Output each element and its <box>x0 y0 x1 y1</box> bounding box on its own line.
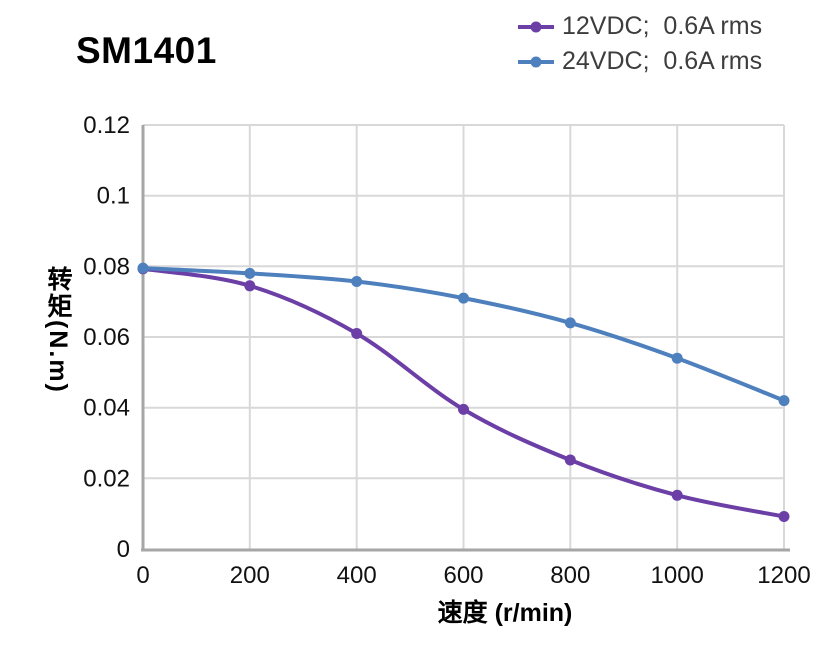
y-axis-title: 转矩(N.m) <box>44 266 72 394</box>
data-point-24vdc <box>671 352 683 364</box>
y-tick-label: 0 <box>117 536 130 563</box>
legend-marker-24vdc-icon <box>518 56 554 67</box>
chart-title: SM1401 <box>76 30 217 71</box>
data-point-24vdc <box>137 262 149 274</box>
y-tick-label: 0.08 <box>83 253 130 280</box>
x-tick-label: 400 <box>337 562 377 589</box>
data-point-24vdc <box>244 267 256 279</box>
data-point-12vdc <box>351 328 363 339</box>
data-point-12vdc <box>244 280 256 292</box>
data-point-24vdc <box>564 317 576 329</box>
x-tick-label: 1200 <box>757 562 810 589</box>
y-tick-label: 0.02 <box>83 465 130 492</box>
legend-item-24vdc: 24VDC; 0.6A rms <box>517 45 762 78</box>
legend-item-12vdc: 12VDC; 0.6A rms <box>517 10 762 43</box>
data-point-12vdc <box>671 489 683 501</box>
data-point-12vdc <box>778 511 790 522</box>
legend-label-24vdc: 24VDC; 0.6A rms <box>562 47 763 75</box>
x-tick-label: 200 <box>230 562 270 589</box>
data-point-12vdc <box>458 403 469 415</box>
data-point-12vdc <box>564 454 576 466</box>
y-tick-label: 0.12 <box>83 112 130 139</box>
y-tick-label: 0.04 <box>83 395 130 422</box>
legend: 12VDC; 0.6A rms 24VDC; 0.6A rms <box>517 10 762 78</box>
x-tick-label: 800 <box>550 562 590 589</box>
x-tick-label: 0 <box>136 562 149 589</box>
legend-marker-12vdc-icon <box>518 21 554 32</box>
data-point-24vdc <box>351 276 363 287</box>
data-point-24vdc <box>458 292 469 304</box>
y-tick-label: 0.06 <box>83 324 130 351</box>
x-tick-label: 1000 <box>651 562 704 589</box>
legend-label-12vdc: 12VDC; 0.6A rms <box>562 12 763 40</box>
x-axis-title: 速度 (r/min) <box>437 599 573 627</box>
x-tick-label: 600 <box>443 562 483 589</box>
y-tick-label: 0.1 <box>97 183 130 210</box>
data-point-24vdc <box>778 395 790 407</box>
